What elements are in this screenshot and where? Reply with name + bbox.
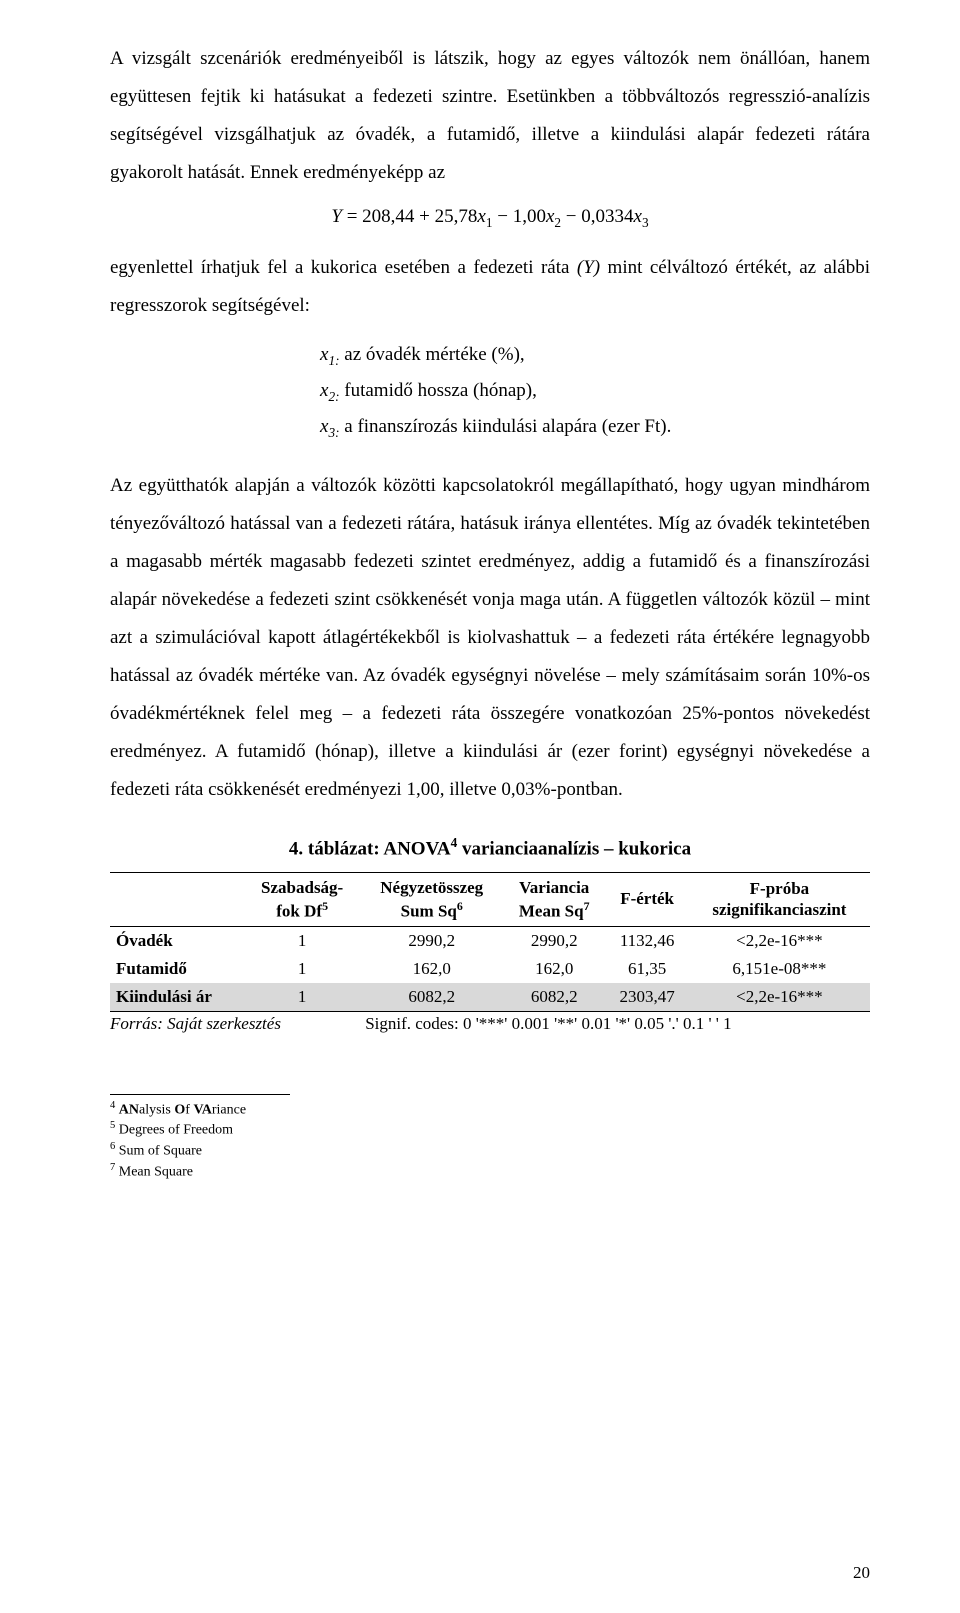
cell-ms: 2990,2 [503,926,605,955]
eq-term2: − 1,00 [497,206,546,227]
footnotes-block: 4 ANalysis Of VAriance 5 Degrees of Free… [110,1099,870,1182]
th-ms: Variancia Mean Sq7 [503,873,605,926]
cell-label: Óvadék [110,926,244,955]
th-ms-l1: Variancia [519,878,589,897]
th-empty [110,873,244,926]
table-title-a: 4. táblázat: ANOVA [289,838,451,859]
cell-f: 2303,47 [605,983,688,1012]
x2-sub: 2: [328,389,339,404]
eq-const: = 208,44 + 25,78 [347,206,478,227]
eq-x2-sub: 2 [554,215,561,230]
th-p-l1: F-próba [750,879,810,898]
regression-equation: Y = 208,44 + 25,78x1 − 1,00x2 − 0,0334x3 [110,206,870,231]
footnote-separator [110,1094,290,1095]
th-ss: Négyzetösszeg Sum Sq6 [361,873,503,926]
footnote-4: 4 ANalysis Of VAriance [110,1099,870,1120]
fn5-num: 5 [110,1120,115,1131]
cell-df: 1 [244,955,361,983]
table-row: Óvadék 1 2990,2 2990,2 1132,46 <2,2e-16*… [110,926,870,955]
th-p-l2: szignifikanciaszint [712,900,846,919]
fn6-text: Sum of Square [119,1144,202,1159]
eq-term3: − 0,0334 [566,206,634,227]
th-ms-l2: Mean Sq [519,901,584,920]
th-p: F-próba szignifikanciaszint [689,873,870,926]
th-df: Szabadság- fok Df5 [244,873,361,926]
equation-followup-paragraph: egyenlettel írhatjuk fel a kukorica eset… [110,249,870,325]
page-number: 20 [853,1563,870,1583]
th-ss-sup: 6 [457,899,463,913]
cell-ss: 6082,2 [361,983,503,1012]
fn7-text: Mean Square [119,1165,193,1180]
cell-label: Futamidő [110,955,244,983]
fn4-r1: alysis [139,1102,174,1117]
x1-desc: az óvadék mértéke (%), [340,344,525,365]
cell-f: 61,35 [605,955,688,983]
table-source-line: Forrás: Saját szerkesztés Signif. codes:… [110,1014,870,1034]
regressor-x1: x1: az óvadék mértéke (%), [320,337,870,373]
table-row: Futamidő 1 162,0 162,0 61,35 6,151e-08**… [110,955,870,983]
th-ss-l1: Négyzetösszeg [380,878,483,897]
intro-paragraph: A vizsgált szcenáriók eredményeiből is l… [110,40,870,192]
signif-codes: Signif. codes: 0 '***' 0.001 '**' 0.01 '… [365,1014,731,1033]
cell-label: Kiindulási ár [110,983,244,1012]
cell-ss: 2990,2 [361,926,503,955]
th-df-sup: 5 [322,899,328,913]
cell-ss: 162,0 [361,955,503,983]
fn4-r3: riance [212,1102,246,1117]
cell-f: 1132,46 [605,926,688,955]
anova-table: Szabadság- fok Df5 Négyzetösszeg Sum Sq6… [110,872,870,1011]
cell-p: <2,2e-16*** [689,983,870,1012]
cell-p: 6,151e-08*** [689,955,870,983]
cell-df: 1 [244,926,361,955]
x3-desc: a finanszírozás kiindulási alapára (ezer… [340,416,672,437]
footnote-5: 5 Degrees of Freedom [110,1119,870,1140]
table-row: Kiindulási ár 1 6082,2 6082,2 2303,47 <2… [110,983,870,1012]
regressor-x2: x2: futamidő hossza (hónap), [320,373,870,409]
regressor-list: x1: az óvadék mértéke (%), x2: futamidő … [320,337,870,445]
eq-x1: x [477,206,485,227]
source-label: Forrás: Saját szerkesztés [110,1014,281,1033]
cell-p: <2,2e-16*** [689,926,870,955]
eq-lhs: Y [331,206,342,227]
footnote-6: 6 Sum of Square [110,1140,870,1161]
th-f: F-érték [605,873,688,926]
x1-sub: 1: [328,353,339,368]
fn4-num: 4 [110,1100,115,1111]
fn7-num: 7 [110,1162,115,1173]
regressor-x3: x3: a finanszírozás kiindulási alapára (… [320,409,870,445]
footnote-7: 7 Mean Square [110,1161,870,1182]
th-ms-sup: 7 [584,899,590,913]
table-title-b: varianciaanalízis – kukorica [457,838,691,859]
cell-ms: 6082,2 [503,983,605,1012]
fn4-b2: O [174,1102,185,1117]
para2-y: (Y) [577,257,600,278]
x3-sub: 3: [328,425,339,440]
cell-ms: 162,0 [503,955,605,983]
eq-x3-sub: 3 [642,215,649,230]
interpretation-paragraph: Az együtthatók alapján a változók között… [110,467,870,809]
fn5-text: Degrees of Freedom [119,1123,233,1138]
th-df-l2: fok Df [276,901,322,920]
eq-x3: x [634,206,642,227]
para2-lead: egyenlettel írhatjuk fel a kukorica eset… [110,257,577,278]
table-title: 4. táblázat: ANOVA4 varianciaanalízis – … [110,835,870,860]
th-ss-l2: Sum Sq [401,901,457,920]
table-header-row: Szabadság- fok Df5 Négyzetösszeg Sum Sq6… [110,873,870,926]
th-df-l1: Szabadság- [261,878,343,897]
fn4-b1: AN [119,1102,139,1117]
cell-df: 1 [244,983,361,1012]
eq-x1-sub: 1 [486,215,493,230]
fn4-b3: VA [193,1102,211,1117]
fn6-num: 6 [110,1141,115,1152]
x2-desc: futamidő hossza (hónap), [340,380,537,401]
